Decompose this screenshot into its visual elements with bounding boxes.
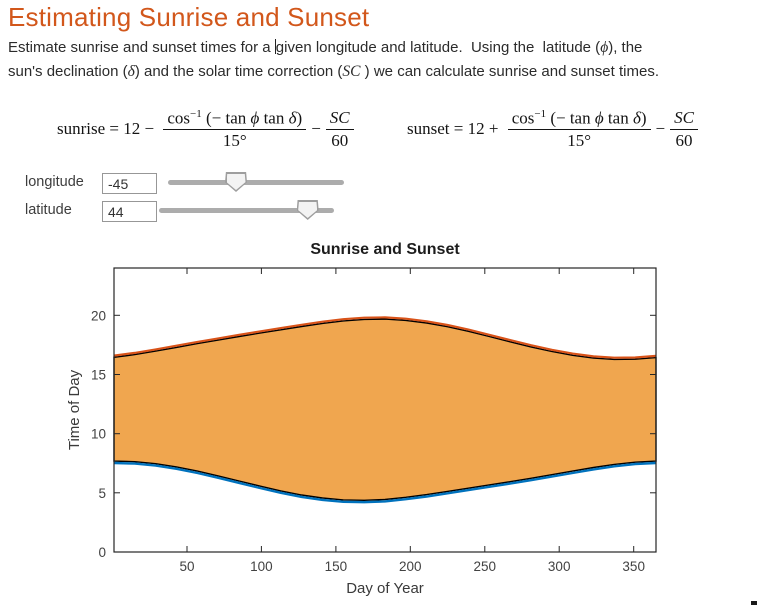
y-tick-label: 20 — [91, 308, 106, 323]
formula-lead: sunset = 12 + — [407, 119, 503, 138]
y-tick-label: 5 — [98, 486, 106, 501]
formula-exponent: −1 — [190, 107, 202, 120]
sunset-line — [113, 316, 657, 359]
phi-symbol: ϕ — [594, 108, 604, 128]
x-tick-label: 350 — [622, 559, 645, 574]
y-tick-label: 10 — [91, 427, 106, 442]
x-tick-label: 250 — [474, 559, 497, 574]
screen-artifact — [751, 601, 757, 605]
text-run: Estimate sunrise and sunset times for a — [8, 39, 275, 56]
formula-term: (− tan — [201, 108, 251, 128]
fraction-numerator: SC — [325, 108, 354, 130]
x-tick-label: 150 — [325, 559, 348, 574]
text-run: ) and the solar time correction ( — [134, 63, 343, 80]
intro-text: Estimate sunrise and sunset times for a … — [8, 36, 768, 84]
text-run: ), the — [608, 39, 643, 56]
math-symbol: SC — [342, 63, 361, 80]
text-run: sun's declination ( — [8, 63, 128, 80]
formula-term: tan — [259, 108, 289, 128]
fraction-numerator: SC — [670, 108, 698, 130]
longitude-label: longitude — [25, 174, 84, 190]
latitude-slider[interactable] — [159, 200, 334, 220]
formula-exponent: −1 — [534, 107, 547, 120]
page-title: Estimating Sunrise and Sunset — [8, 2, 370, 32]
delta-symbol: δ — [632, 108, 641, 128]
latitude-input[interactable] — [102, 201, 157, 222]
formula-term: cos — [167, 108, 191, 128]
formula-term: cos — [511, 108, 535, 128]
fraction: SC 60 — [670, 108, 698, 150]
formula-term: ) — [296, 108, 303, 128]
x-axis-label: Day of Year — [346, 580, 424, 597]
intro-line-2: sun's declination (δ) and the solar time… — [8, 60, 768, 84]
y-tick-label: 0 — [98, 545, 106, 560]
sunrise-line — [113, 461, 657, 504]
chart-title: Sunrise and Sunset — [310, 241, 460, 258]
fraction-denominator: 60 — [675, 130, 693, 150]
fraction-denominator: 15° — [222, 130, 247, 150]
sunrise-formula: sunrise = 12 − cos−1 (− tan ϕ tan δ) 15°… — [57, 103, 354, 155]
fraction: cos−1 (− tan ϕ tan δ) 15° — [507, 107, 651, 151]
longitude-input[interactable] — [102, 173, 157, 194]
sunset-formula: sunset = 12 + cos−1 (− tan ϕ tan δ) 15° … — [407, 103, 698, 155]
delta-symbol: δ — [288, 108, 297, 128]
fraction-numerator: cos−1 (− tan ϕ tan δ) — [507, 107, 651, 130]
fraction: SC 60 — [325, 108, 354, 150]
formula-term: (− tan — [546, 108, 595, 128]
math-symbol: ϕ — [600, 39, 609, 56]
fraction-numerator: cos−1 (− tan ϕ tan δ) — [163, 107, 307, 130]
formula-term: tan — [603, 108, 633, 128]
minus-operator: − — [655, 119, 666, 138]
text-run: given longitude and latitude. Using the … — [275, 39, 601, 56]
x-tick-label: 300 — [548, 559, 571, 574]
x-tick-label: 50 — [179, 559, 194, 574]
plot-box — [113, 267, 657, 553]
latitude-label: latitude — [25, 202, 72, 218]
formula-lead: sunrise = 12 − — [57, 119, 159, 138]
math-symbol: δ — [127, 63, 135, 80]
phi-symbol: ϕ — [250, 108, 260, 128]
text-run: ) we can calculate sunrise and sunset ti… — [360, 63, 659, 80]
latitude-slider-thumb[interactable] — [296, 200, 319, 220]
fraction: cos−1 (− tan ϕ tan δ) 15° — [163, 107, 307, 151]
formula-term: ) — [640, 108, 647, 128]
minus-operator: − — [311, 119, 321, 138]
intro-line-1: Estimate sunrise and sunset times for a … — [8, 36, 768, 60]
longitude-slider-thumb[interactable] — [225, 172, 247, 192]
fraction-denominator: 15° — [567, 130, 592, 150]
longitude-slider[interactable] — [168, 172, 344, 192]
text-cursor — [274, 39, 276, 54]
fraction-denominator: 60 — [331, 130, 349, 150]
y-tick-label: 15 — [91, 368, 106, 383]
x-tick-label: 200 — [399, 559, 422, 574]
y-axis-label: Time of Day — [66, 369, 83, 450]
x-tick-label: 100 — [250, 559, 273, 574]
